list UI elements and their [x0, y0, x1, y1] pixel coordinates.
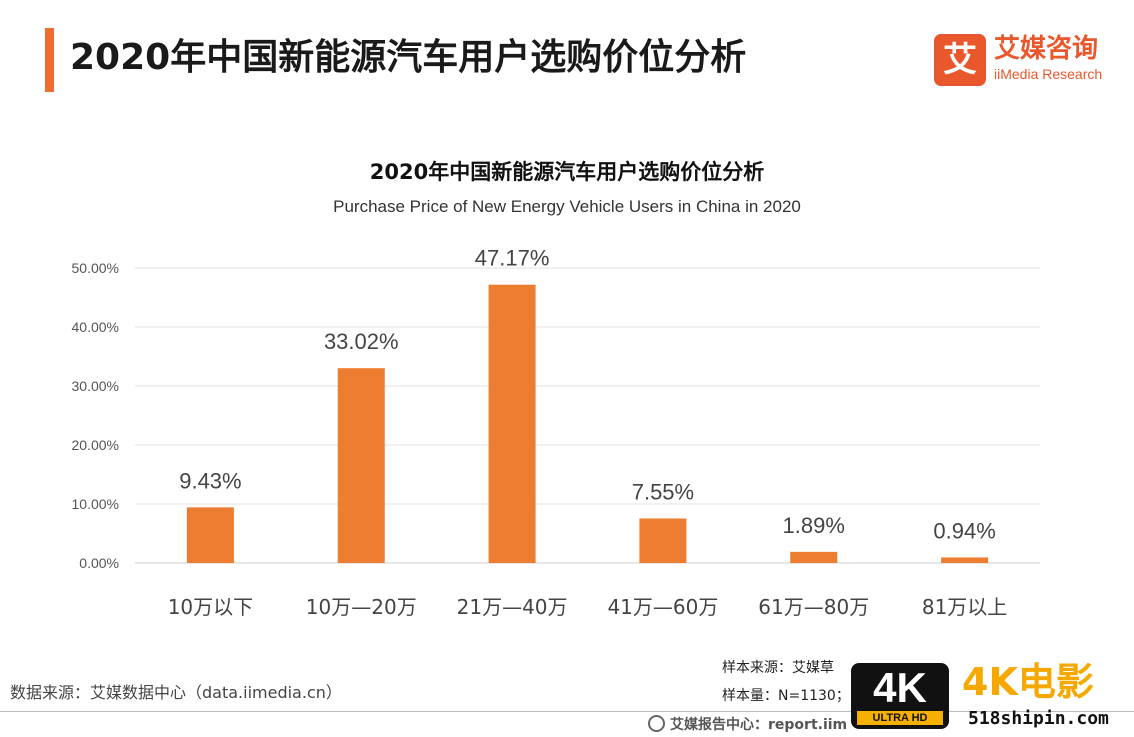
report-center-text: 艾媒报告中心：report.iim	[670, 717, 848, 733]
watermark-badge-sub: ULTRA HD	[857, 711, 943, 725]
y-tick-label: 40.00%	[72, 319, 119, 335]
iimedia-logo: 艾 艾媒咨询 iiMedia Research	[934, 34, 1124, 88]
category-label: 21万—40万	[457, 595, 568, 619]
globe-icon	[648, 715, 665, 732]
data-label: 47.17%	[475, 246, 550, 271]
y-tick-label: 0.00%	[79, 555, 119, 571]
bar-chart: 0.00% 10.00% 20.00% 30.00% 40.00% 50.00% 9.43%…	[72, 246, 1040, 619]
watermark-url: 518shipin.com	[968, 708, 1109, 729]
data-label: 0.94%	[933, 518, 995, 543]
title-accent-bar	[45, 28, 54, 92]
y-tick-label: 50.00%	[72, 260, 119, 276]
category-label: 41万—60万	[607, 595, 718, 619]
bar	[337, 368, 385, 563]
category-label: 81万以上	[922, 595, 1007, 619]
y-tick-label: 30.00%	[72, 378, 119, 394]
y-tick-label: 20.00%	[72, 437, 119, 453]
data-label: 7.55%	[632, 479, 694, 504]
bar	[639, 518, 687, 563]
category-label: 10万—20万	[306, 595, 417, 619]
chart-subtitle: Purchase Price of New Energy Vehicle Use…	[333, 197, 801, 216]
watermark-badge-main: 4K	[873, 664, 927, 711]
logo-mark: 艾	[934, 34, 986, 86]
data-label: 9.43%	[179, 468, 241, 493]
bar	[790, 551, 838, 563]
bar	[186, 507, 234, 563]
logo-chinese-name: 艾媒咨询	[994, 34, 1099, 64]
chart-title: 2020年中国新能源汽车用户选购价位分析	[369, 160, 765, 184]
category-label: 10万以下	[168, 595, 253, 619]
logo-english-name: iiMedia Research	[994, 66, 1103, 82]
y-tick-label: 10.00%	[72, 496, 119, 512]
data-source: 数据来源：艾媒数据中心（data.iimedia.cn）	[10, 683, 342, 702]
sample-source: 样本来源：艾媒草	[722, 660, 834, 676]
watermark-text: 4K电影	[962, 660, 1094, 704]
sample-size: 样本量：N=1130；	[722, 688, 850, 704]
footer-divider	[0, 711, 1134, 712]
report-center-link: 艾媒报告中心：report.iim	[648, 714, 847, 734]
category-label: 61万—80万	[758, 595, 869, 619]
bar	[941, 557, 989, 563]
data-label: 33.02%	[324, 329, 399, 354]
watermark-4k-badge: 4K ULTRA HD	[851, 663, 949, 729]
page-title: 2020年中国新能源汽车用户选购价位分析	[70, 37, 747, 78]
bar	[488, 284, 536, 563]
data-label: 1.89%	[783, 513, 845, 538]
